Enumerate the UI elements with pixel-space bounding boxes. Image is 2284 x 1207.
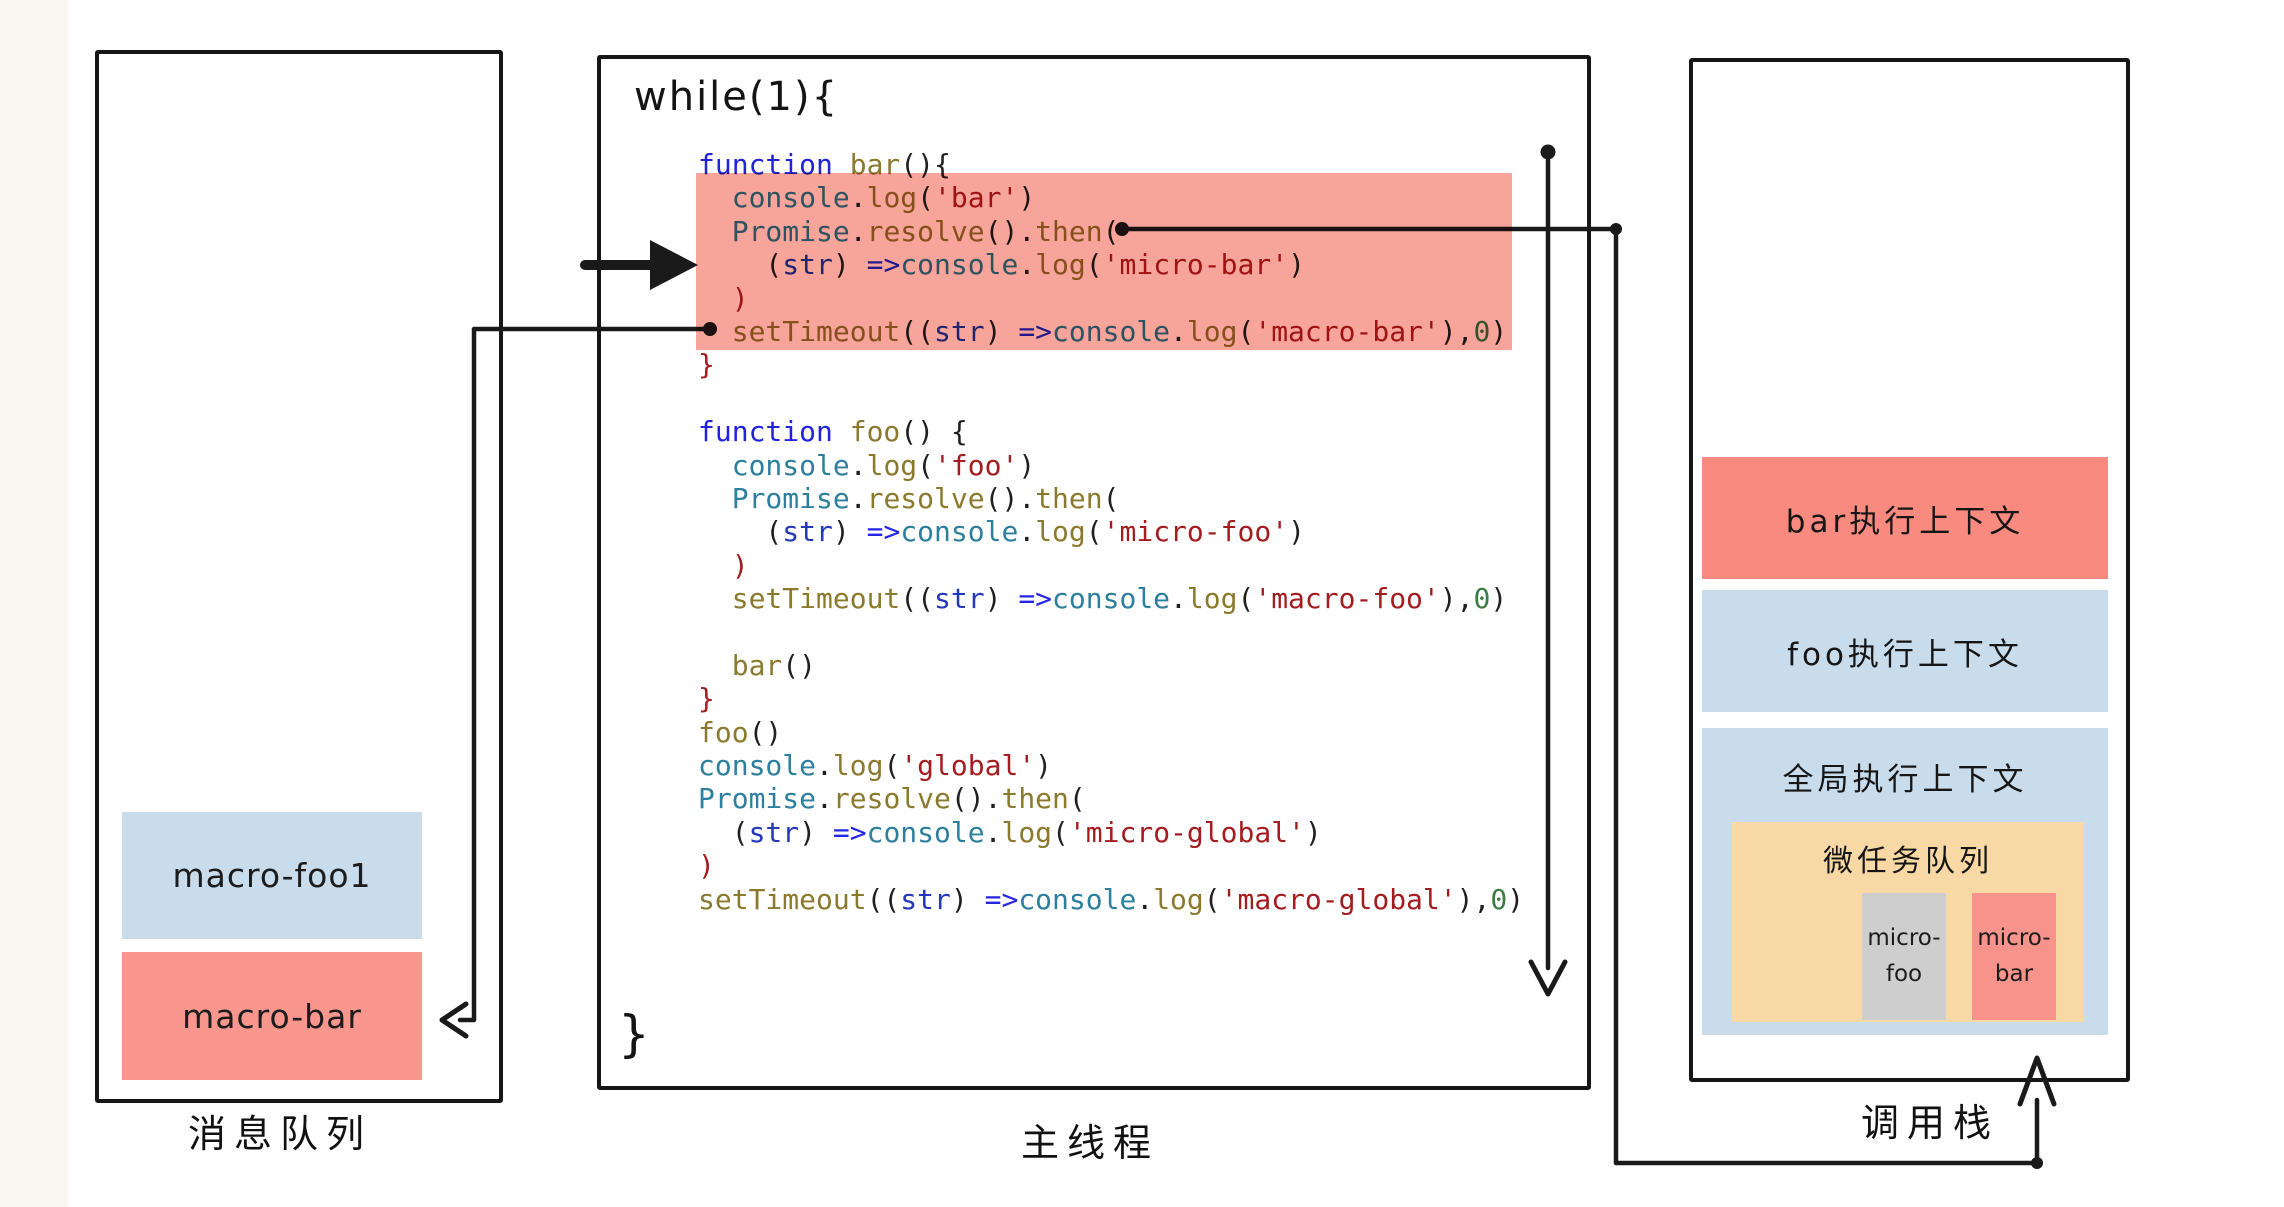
code-line: bar() [731, 648, 817, 682]
foo-context-label: foo执行上下文 [1787, 636, 2023, 673]
macro-foo1-task: macro-foo1 [122, 812, 422, 939]
micro-foo-task: micro-foo [1862, 893, 1946, 1020]
code-line: (str) =>console.log('micro-global') [698, 815, 1322, 849]
bar-context-label: bar执行上下文 [1785, 503, 2025, 540]
call-stack-title: 调用栈 [1860, 1101, 1999, 1145]
code-line: ) [698, 849, 715, 883]
call-stack-box [1689, 58, 2130, 1082]
code-line: setTimeout((str) =>console.log('macro-fo… [731, 582, 1508, 616]
code-line: (str) =>console.log('micro-foo') [698, 515, 1305, 549]
micro-bar-task: micro-bar [1972, 893, 2056, 1020]
code-line: setTimeout((str) =>console.log('macro-gl… [698, 882, 1525, 916]
macro-bar-task: macro-bar [122, 952, 422, 1080]
settimeout-to-macrobar-connector [439, 322, 717, 1039]
execution-flow-arrow [1528, 144, 1568, 997]
message-queue-box [95, 50, 503, 1103]
macro-bar-label: macro-bar [182, 996, 362, 1036]
foo-context-frame: foo执行上下文 [1702, 590, 2108, 712]
code-line: } [698, 348, 715, 382]
bar-context-frame: bar执行上下文 [1702, 457, 2108, 579]
main-thread-box [597, 55, 1591, 1090]
code-line: } [698, 682, 715, 716]
micro-foo-label: micro-foo [1867, 924, 1941, 987]
code-line: function foo() { [698, 415, 968, 449]
highlight-pointer-arrow [580, 240, 698, 290]
code-line: ) [698, 548, 749, 582]
code-line: foo() [698, 715, 783, 749]
code-line: Promise.resolve().then( [731, 481, 1120, 515]
while-loop-close: } [618, 1005, 650, 1063]
code-line: Promise.resolve().then( [698, 782, 1086, 816]
micro-bar-label: micro-bar [1977, 924, 2051, 987]
message-queue-title: 消息队列 [187, 1112, 372, 1156]
then-to-callstack-connector [1115, 222, 2057, 1169]
code-line: console.log('foo') [731, 448, 1036, 482]
microtask-queue-title: 微任务队列 [1823, 844, 1993, 879]
global-context-label: 全局执行上下文 [1782, 762, 2028, 798]
code-block: function bar(){ console.log('bar') Promi… [698, 148, 1524, 916]
while-loop-open: while(1){ [634, 74, 840, 120]
left-margin-strip [0, 0, 68, 1207]
code-line: console.log('global') [698, 749, 1053, 783]
main-thread-title: 主线程 [1020, 1121, 1159, 1165]
macro-foo1-label: macro-foo1 [172, 856, 372, 895]
